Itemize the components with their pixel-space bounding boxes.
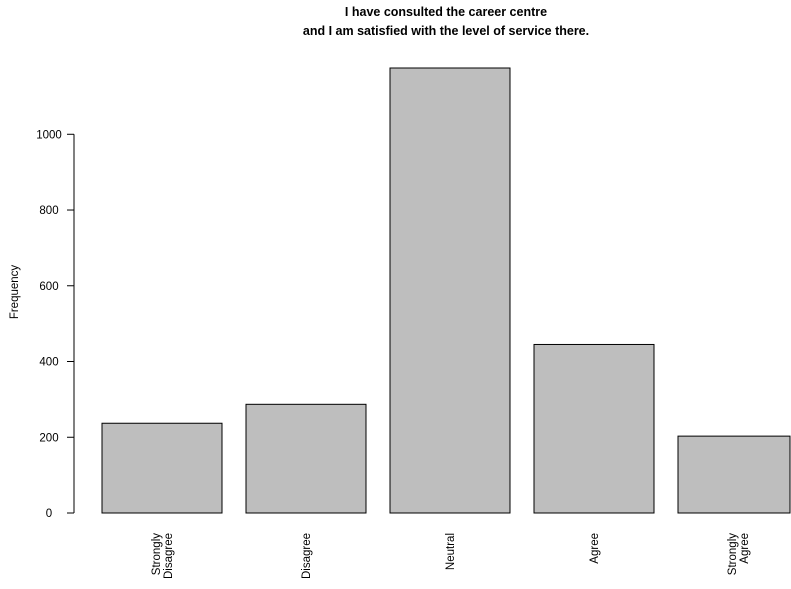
y-tick-label: 400 [39,357,58,369]
y-tick-label: 600 [39,281,58,293]
y-axis: 0 200 400 600 800 1000 [36,129,75,520]
y-tick-label: 0 [46,508,52,520]
bar [245,403,367,514]
x-tick-label-line: Strongly [727,533,739,575]
x-tick-label: StronglyAgree [727,533,751,575]
x-tick-label: Agree [589,533,601,564]
x-axis-labels: StronglyDisagree Disagree Neutral Agree Stro… [151,533,751,579]
y-axis-label: Frequency [9,265,21,320]
x-tick-label-line: Neutral [445,533,457,570]
bars [101,67,791,514]
y-tick-label: 1000 [36,129,62,141]
x-tick-label-line: Agree [739,533,751,564]
bar [533,343,655,514]
y-tick-label: 800 [39,205,58,217]
x-tick-label: StronglyDisagree [151,533,175,579]
x-tick-label: Disagree [301,533,313,579]
chart-title-line-2: and I am satisfied with the level of ser… [303,24,589,38]
x-tick-label-line: Disagree [163,533,175,579]
bar [101,422,223,514]
x-tick-label-line: Disagree [301,533,313,579]
x-tick-label-line: Agree [589,533,601,564]
x-tick-label-line: Strongly [151,533,163,575]
x-tick-label: Neutral [445,533,457,570]
bar [389,67,511,514]
y-tick-label: 200 [39,432,58,444]
bar [677,435,791,514]
chart-title-line-1: I have consulted the career centre [345,5,547,19]
